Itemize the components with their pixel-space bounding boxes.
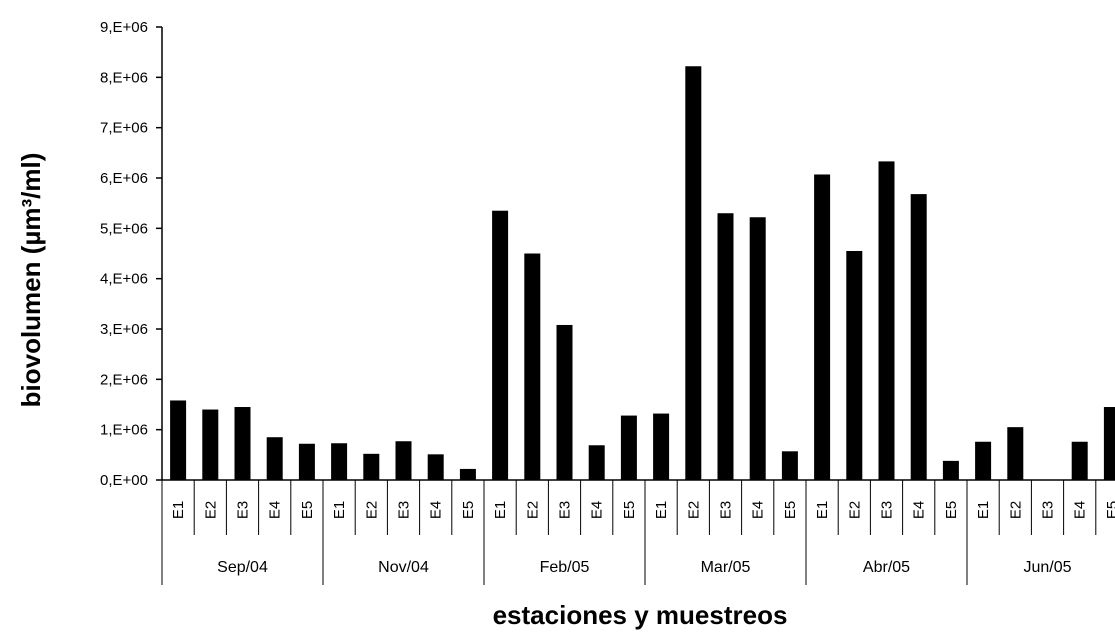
bar (363, 453, 380, 480)
bar (846, 250, 863, 480)
x-axis: E1 E2 E3 E4 E5 Sep/04 E1 E2 E3 E4 E5 Nov/04 E1 E2 E3 E4… (161, 479, 1115, 585)
y-axis: 0,E+00 1,E+06 2,E+06 3,E+06 4,E+06 5,E+06 6,E+… (100, 19, 163, 489)
x-category-label: E5 (299, 501, 316, 519)
x-group-label: Abr/05 (863, 559, 910, 576)
bar (427, 454, 444, 480)
y-tick-label: 5,E+06 (100, 220, 148, 237)
x-category-label: E5 (460, 501, 477, 519)
y-tick-label: 8,E+06 (100, 69, 148, 86)
bar (814, 174, 831, 480)
x-category-label: E5 (1104, 501, 1115, 519)
x-category-label: E4 (267, 501, 284, 519)
bar (170, 400, 187, 480)
y-tick-label: 7,E+06 (100, 120, 148, 137)
x-category-label: E3 (235, 501, 252, 519)
bar (975, 441, 992, 480)
x-category-label: E1 (814, 501, 831, 519)
bar (234, 407, 251, 480)
y-tick-label: 6,E+06 (100, 170, 148, 187)
bar (685, 66, 702, 480)
x-category-label: E1 (492, 501, 509, 519)
bar (910, 194, 927, 480)
bar (1103, 407, 1115, 480)
bar (878, 161, 895, 480)
bar (492, 210, 509, 480)
bar (749, 217, 766, 480)
x-category-label: E4 (1072, 501, 1089, 519)
x-category-label: E5 (943, 501, 960, 519)
x-category-label: E2 (1007, 501, 1024, 519)
x-axis-title: estaciones y muestreos (493, 600, 788, 630)
x-category-label: E2 (685, 501, 702, 519)
x-category-label: E3 (879, 501, 896, 519)
x-category-label: E1 (331, 501, 348, 519)
x-category-label: E3 (1040, 501, 1057, 519)
x-group-label: Nov/04 (378, 559, 429, 576)
bar (653, 413, 670, 480)
bar (459, 468, 476, 480)
bar (556, 324, 573, 480)
x-group-label: Jun/05 (1023, 559, 1071, 576)
x-category-label: E1 (653, 501, 670, 519)
x-category-label: E5 (782, 501, 799, 519)
x-category-label: E2 (846, 501, 863, 519)
bar (202, 409, 219, 480)
x-category-label: E4 (428, 501, 445, 519)
bar (588, 445, 605, 480)
x-category-label: E1 (170, 501, 187, 519)
x-category-label: E4 (750, 501, 767, 519)
x-category-label: E2 (524, 501, 541, 519)
x-group-label: Mar/05 (701, 559, 751, 576)
x-category-label: E2 (363, 501, 380, 519)
bar (395, 441, 412, 480)
y-tick-label: 4,E+06 (100, 271, 148, 288)
x-category-label: E2 (202, 501, 219, 519)
x-category-label: E4 (589, 501, 606, 519)
x-category-label: E5 (621, 501, 638, 519)
bar (781, 451, 798, 480)
bar (1071, 441, 1088, 480)
bar (942, 460, 959, 480)
bars (170, 66, 1115, 480)
bar (1007, 427, 1024, 480)
bar (266, 437, 283, 480)
y-tick-label: 1,E+06 (100, 422, 148, 439)
y-tick-label: 2,E+06 (100, 371, 148, 388)
bar (298, 443, 315, 480)
y-tick-label: 9,E+06 (100, 19, 148, 36)
y-tick-label: 0,E+00 (100, 472, 148, 489)
bar (331, 443, 348, 480)
x-category-label: E4 (911, 501, 928, 519)
x-category-label: E3 (396, 501, 413, 519)
y-axis-title: biovolumen (µm³/ml) (16, 153, 46, 408)
x-category-label: E3 (557, 501, 574, 519)
bar (620, 415, 637, 480)
bar (524, 253, 541, 480)
x-category-label: E1 (975, 501, 992, 519)
y-tick-label: 3,E+06 (100, 321, 148, 338)
x-group-label: Sep/04 (217, 559, 268, 576)
x-group-label: Feb/05 (540, 559, 590, 576)
bar (717, 213, 734, 480)
x-category-label: E3 (718, 501, 735, 519)
